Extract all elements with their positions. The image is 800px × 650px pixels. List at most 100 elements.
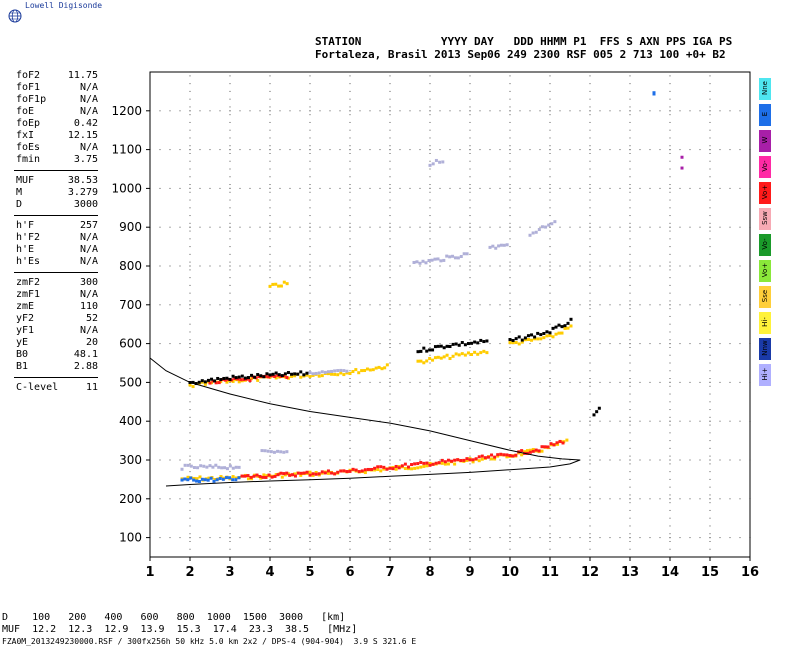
grid-dot: [429, 269, 431, 271]
grid-dot: [469, 207, 471, 209]
echo-point: [222, 376, 226, 380]
echo-point: [192, 478, 196, 482]
grid-dot: [649, 187, 651, 189]
grid-dot: [549, 129, 551, 131]
grid-dot: [359, 265, 361, 267]
x-tick-label: 13: [621, 565, 639, 580]
grid-dot: [429, 378, 431, 380]
grid-dot: [469, 548, 471, 550]
echo-point: [224, 476, 228, 480]
grid-dot: [629, 447, 631, 449]
echo-point: [433, 356, 437, 360]
grid-dot: [399, 149, 401, 151]
grid-dot: [229, 145, 231, 147]
echo-point: [433, 257, 437, 261]
grid-dot: [349, 343, 351, 345]
grid-dot: [229, 304, 231, 306]
grid-dot: [509, 168, 511, 170]
grid-dot: [549, 455, 551, 457]
grid-dot: [499, 226, 501, 228]
grid-dot: [309, 440, 311, 442]
grid-dot: [549, 378, 551, 380]
grid-dot: [319, 343, 321, 345]
grid-dot: [669, 90, 671, 92]
echo-point: [265, 474, 269, 478]
grid-dot: [509, 98, 511, 100]
grid-dot: [429, 323, 431, 325]
grid-dot: [629, 455, 631, 457]
grid-dot: [369, 226, 371, 228]
grid-dot: [309, 106, 311, 108]
grid-dot: [309, 455, 311, 457]
grid-dot: [529, 149, 531, 151]
grid-dot: [719, 187, 721, 189]
echo-point: [210, 377, 214, 381]
grid-dot: [159, 304, 161, 306]
grid-dot: [709, 191, 711, 193]
grid-dot: [599, 343, 601, 345]
grid-dot: [629, 540, 631, 542]
grid-dot: [169, 187, 171, 189]
grid-dot: [629, 226, 631, 228]
echo-point: [494, 246, 498, 250]
grid-dot: [229, 98, 231, 100]
grid-dot: [669, 478, 671, 480]
grid-dot: [389, 129, 391, 131]
grid-dot: [669, 378, 671, 380]
grid-dot: [549, 121, 551, 123]
grid-dot: [509, 315, 511, 317]
echo-point: [419, 359, 423, 363]
echo-point: [497, 244, 501, 248]
echo-point: [388, 466, 392, 470]
echo-point: [366, 467, 370, 471]
echo-point: [234, 478, 238, 482]
grid-dot: [419, 226, 421, 228]
echo-point: [231, 478, 235, 482]
grid-dot: [349, 149, 351, 151]
grid-dot: [489, 420, 491, 422]
grid-dot: [289, 304, 291, 306]
grid-dot: [269, 83, 271, 85]
grid-dot: [629, 323, 631, 325]
echo-point: [421, 259, 425, 263]
grid-dot: [679, 459, 681, 461]
grid-dot: [649, 381, 651, 383]
grid-dot: [189, 137, 191, 139]
grid-dot: [309, 339, 311, 341]
brand-name: Lowell Digisonde: [25, 1, 103, 10]
grid-dot: [589, 498, 591, 500]
grid-dot: [629, 498, 631, 500]
echo-point: [425, 464, 429, 468]
grid-dot: [599, 226, 601, 228]
grid-dot: [309, 540, 311, 542]
grid-dot: [509, 261, 511, 263]
grid-dot: [389, 509, 391, 511]
param-row: foF2 11.75: [4, 70, 98, 82]
grid-dot: [669, 98, 671, 100]
grid-dot: [439, 459, 441, 461]
grid-dot: [469, 121, 471, 123]
grid-dot: [669, 343, 671, 345]
grid-dot: [349, 121, 351, 123]
grid-dot: [189, 370, 191, 372]
grid-dot: [309, 75, 311, 77]
grid-dot: [229, 540, 231, 542]
grid-dot: [199, 537, 201, 539]
echo-point: [416, 462, 420, 466]
grid-dot: [549, 145, 551, 147]
grid-dot: [549, 222, 551, 224]
grid-dot: [229, 498, 231, 500]
grid-dot: [189, 401, 191, 403]
grid-dot: [389, 284, 391, 286]
grid-dot: [189, 463, 191, 465]
echo-point: [446, 458, 450, 462]
grid-dot: [269, 494, 271, 496]
grid-dot: [229, 149, 231, 151]
echo-point: [231, 466, 235, 470]
echo-point: [490, 457, 494, 461]
grid-dot: [549, 215, 551, 217]
grid-dot: [709, 463, 711, 465]
grid-dot: [429, 160, 431, 162]
grid-dot: [569, 459, 571, 461]
grid-dot: [349, 509, 351, 511]
